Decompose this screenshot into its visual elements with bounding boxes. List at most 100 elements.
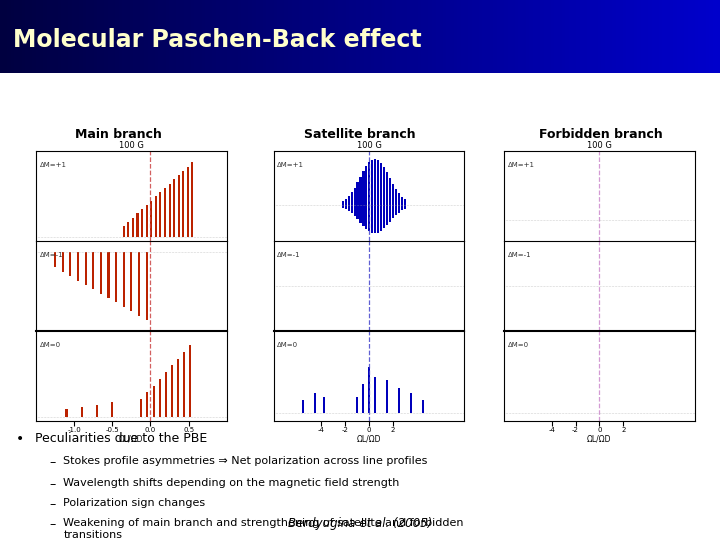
Bar — [173, 179, 175, 238]
Bar — [194, 0, 198, 73]
Bar — [364, 0, 367, 73]
Bar — [155, 197, 157, 238]
Bar — [392, 184, 394, 205]
Bar — [292, 0, 295, 73]
Bar — [608, 0, 612, 73]
Bar — [331, 0, 335, 73]
Text: –: – — [49, 498, 55, 511]
Bar — [138, 252, 140, 315]
Bar — [158, 379, 161, 417]
Bar — [389, 0, 392, 73]
Bar — [11, 0, 14, 73]
X-axis label: ΩL/ΩD: ΩL/ΩD — [119, 435, 144, 444]
Bar — [4, 0, 7, 73]
Bar — [386, 380, 388, 413]
Bar — [454, 0, 457, 73]
Bar — [644, 0, 648, 73]
Bar — [183, 352, 185, 417]
Bar — [666, 0, 670, 73]
Bar — [410, 393, 412, 413]
Bar — [83, 0, 86, 73]
Bar — [58, 0, 61, 73]
Bar — [61, 0, 65, 73]
Bar — [248, 0, 252, 73]
Text: ΔM=+1: ΔM=+1 — [277, 162, 305, 168]
Bar — [184, 0, 187, 73]
Bar — [472, 0, 475, 73]
Bar — [383, 205, 385, 228]
Bar — [359, 205, 361, 222]
Bar — [436, 0, 439, 73]
Bar — [119, 0, 122, 73]
Title: 100 G: 100 G — [356, 141, 382, 151]
X-axis label: ΩL/ΩD: ΩL/ΩD — [356, 435, 382, 444]
Bar — [245, 0, 248, 73]
Bar — [648, 0, 652, 73]
Bar — [22, 0, 25, 73]
Bar — [493, 0, 497, 73]
Bar — [486, 0, 490, 73]
Bar — [425, 0, 428, 73]
Bar — [66, 409, 68, 417]
Bar — [659, 0, 662, 73]
Bar — [144, 0, 148, 73]
Bar — [404, 199, 406, 205]
Bar — [691, 0, 695, 73]
Bar — [428, 0, 432, 73]
Text: Forbidden branch: Forbidden branch — [539, 129, 663, 141]
Bar — [446, 0, 450, 73]
Text: Weakening of main branch and strengthening of satellite and forbidden
transition: Weakening of main branch and strengtheni… — [63, 518, 464, 540]
Bar — [554, 0, 558, 73]
Bar — [407, 0, 410, 73]
Bar — [619, 0, 623, 73]
Bar — [397, 193, 400, 205]
Bar — [349, 0, 353, 73]
Bar — [443, 0, 446, 73]
Bar — [360, 0, 364, 73]
Bar — [450, 0, 454, 73]
Bar — [605, 0, 608, 73]
Bar — [630, 0, 634, 73]
Bar — [191, 0, 194, 73]
Bar — [266, 0, 270, 73]
Bar — [673, 0, 677, 73]
Bar — [277, 0, 281, 73]
Bar — [396, 0, 400, 73]
Bar — [151, 0, 155, 73]
Bar — [189, 345, 192, 417]
Bar — [314, 393, 316, 413]
Bar — [159, 192, 161, 238]
Bar — [223, 0, 227, 73]
Bar — [84, 252, 86, 285]
Bar — [227, 0, 230, 73]
Bar — [18, 0, 22, 73]
Bar — [40, 0, 43, 73]
Bar — [313, 0, 317, 73]
Bar — [238, 0, 241, 73]
Bar — [166, 0, 169, 73]
Bar — [518, 0, 522, 73]
Bar — [335, 0, 338, 73]
Bar — [677, 0, 680, 73]
Bar — [122, 226, 125, 238]
Bar — [202, 0, 205, 73]
Bar — [0, 0, 4, 73]
Bar — [346, 0, 349, 73]
Bar — [168, 184, 171, 238]
Bar — [457, 0, 461, 73]
Bar — [587, 0, 590, 73]
Bar — [598, 0, 601, 73]
Bar — [115, 252, 117, 302]
Bar — [475, 0, 479, 73]
Bar — [392, 205, 394, 219]
Bar — [148, 0, 151, 73]
Bar — [551, 0, 554, 73]
Bar — [234, 0, 238, 73]
Bar — [345, 205, 347, 209]
Bar — [92, 252, 94, 289]
Bar — [702, 0, 706, 73]
Bar — [362, 383, 364, 413]
Bar — [162, 0, 166, 73]
Bar — [256, 0, 259, 73]
Bar — [713, 0, 716, 73]
